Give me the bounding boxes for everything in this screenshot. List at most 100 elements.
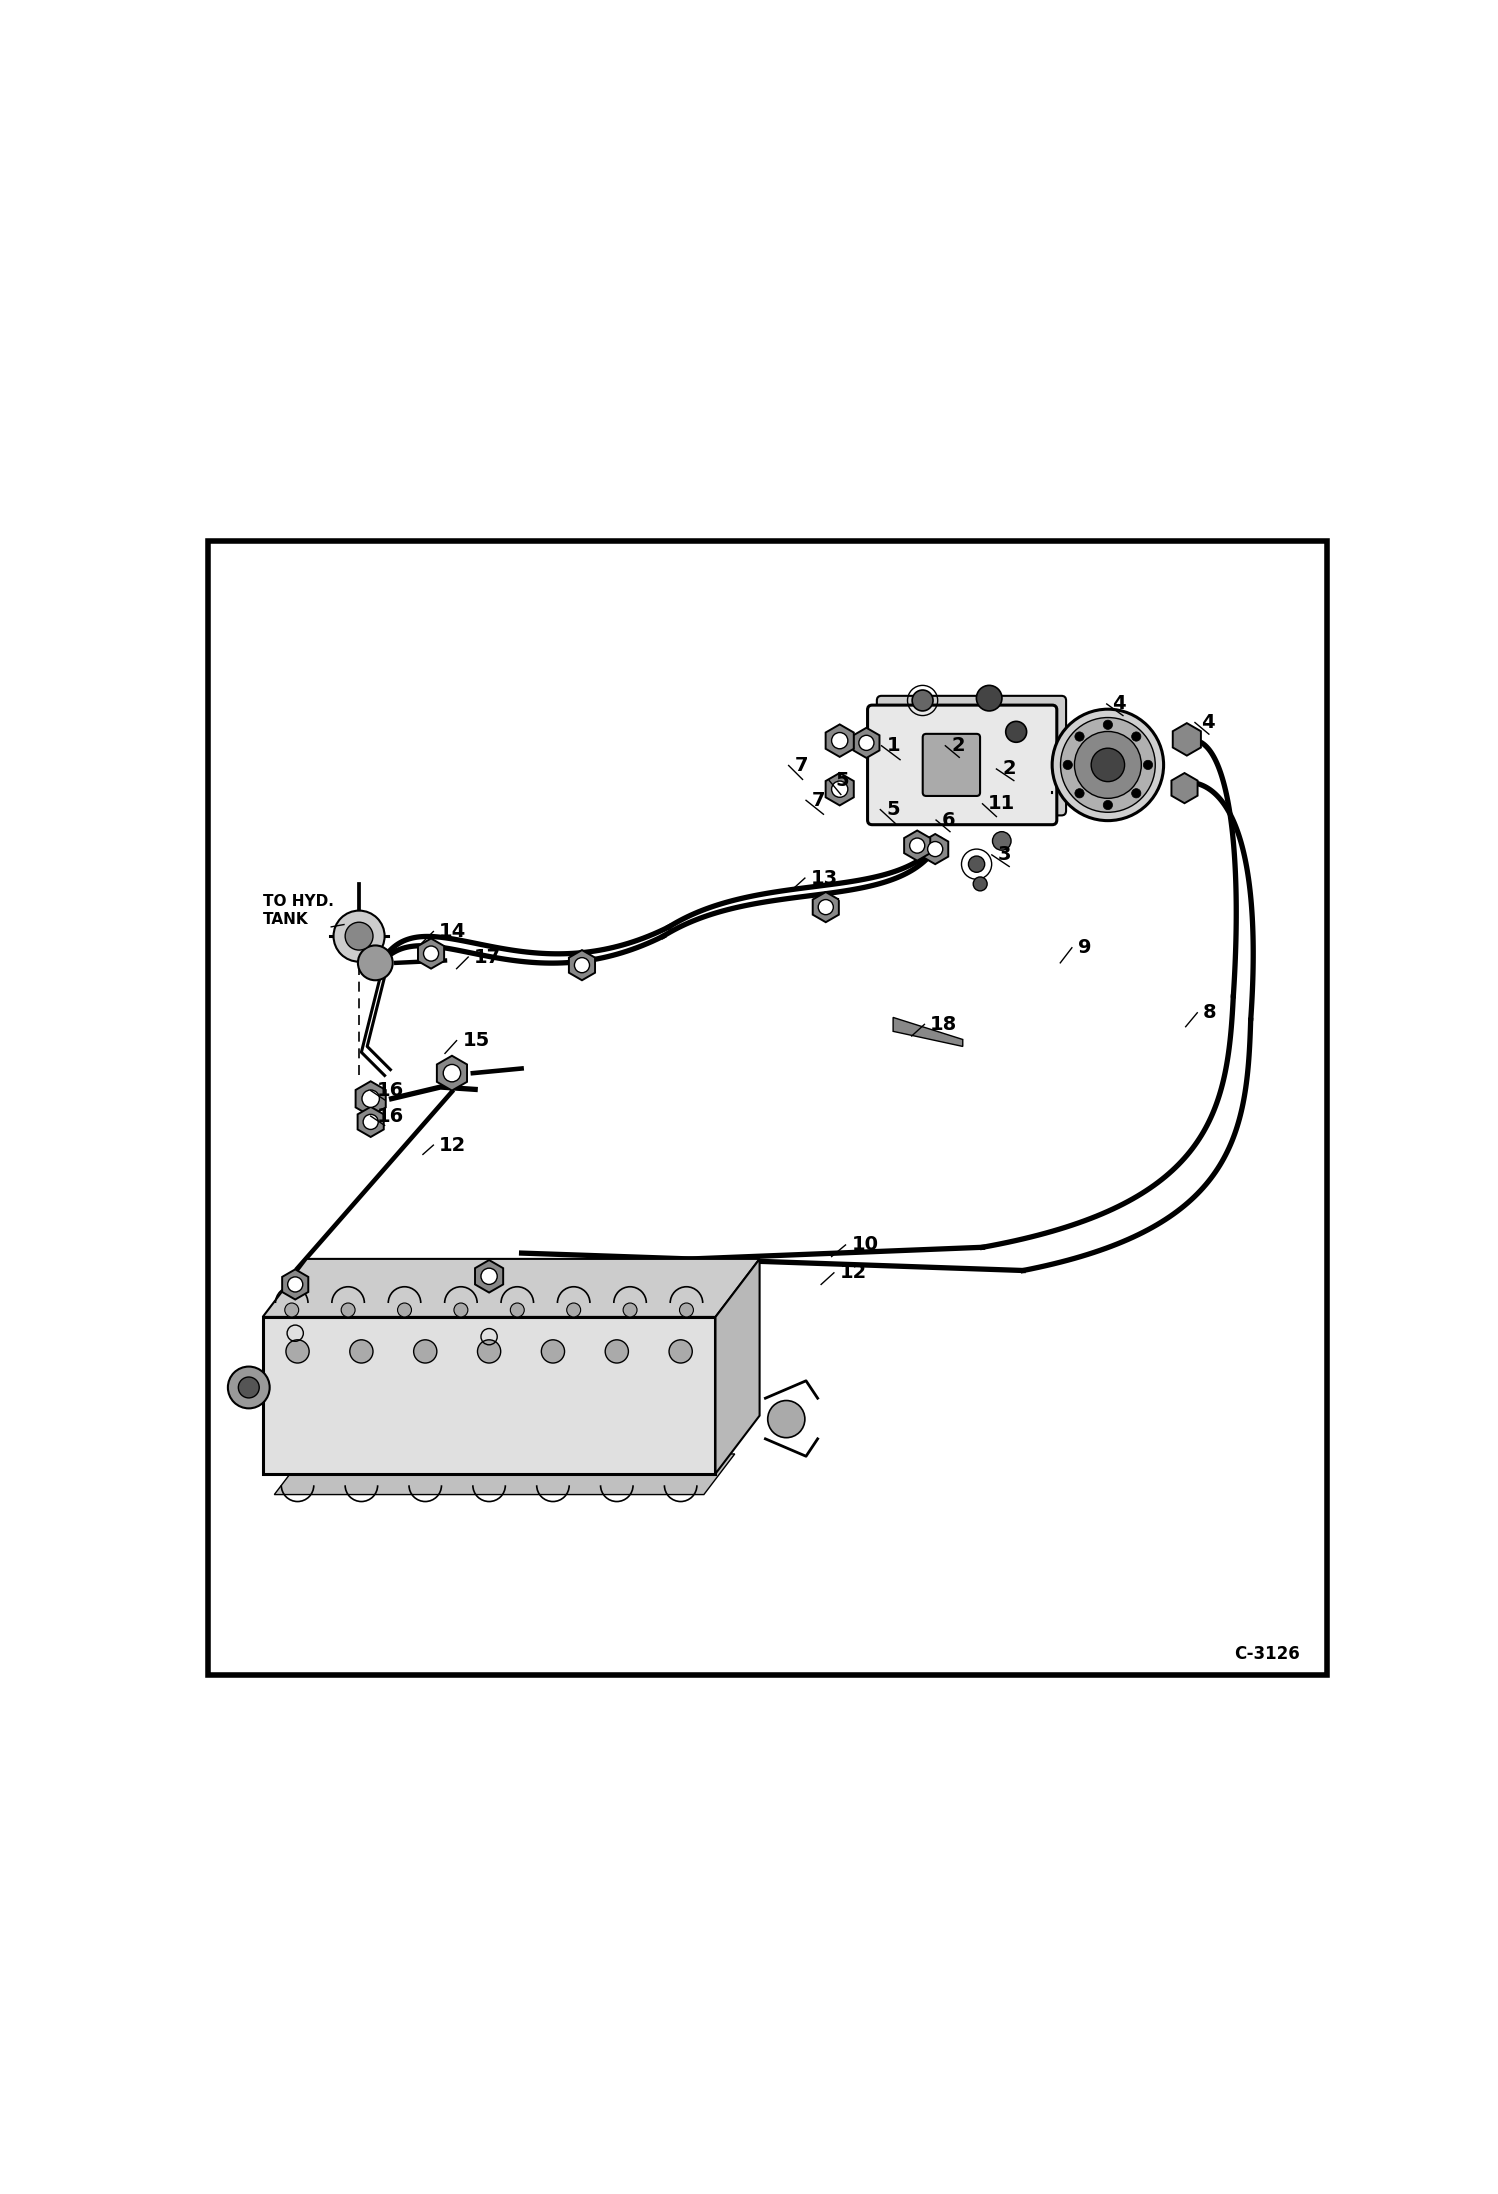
Polygon shape xyxy=(923,834,948,864)
Text: TO HYD.
TANK: TO HYD. TANK xyxy=(262,895,334,926)
Circle shape xyxy=(1091,748,1125,781)
Text: 8: 8 xyxy=(1203,1003,1216,1022)
Circle shape xyxy=(974,878,987,891)
FancyBboxPatch shape xyxy=(923,733,980,796)
Polygon shape xyxy=(569,950,595,981)
Circle shape xyxy=(968,856,984,873)
Text: 4: 4 xyxy=(1201,713,1215,733)
Circle shape xyxy=(831,781,848,796)
Text: 5: 5 xyxy=(834,770,849,790)
Circle shape xyxy=(1061,717,1155,812)
Text: 2: 2 xyxy=(1002,759,1016,779)
Polygon shape xyxy=(418,939,443,970)
Text: 7: 7 xyxy=(812,790,825,810)
Circle shape xyxy=(831,733,848,748)
Circle shape xyxy=(818,900,833,915)
Circle shape xyxy=(909,838,924,853)
Text: 15: 15 xyxy=(463,1031,490,1051)
Circle shape xyxy=(1103,801,1113,810)
Polygon shape xyxy=(358,1106,383,1136)
Circle shape xyxy=(1131,733,1141,742)
Circle shape xyxy=(286,1341,309,1362)
Circle shape xyxy=(413,1341,437,1362)
Circle shape xyxy=(1064,761,1073,770)
Circle shape xyxy=(478,1341,500,1362)
Circle shape xyxy=(541,1341,565,1362)
Circle shape xyxy=(1143,761,1152,770)
Polygon shape xyxy=(825,772,854,805)
Polygon shape xyxy=(274,1455,734,1494)
Circle shape xyxy=(1076,733,1085,742)
Circle shape xyxy=(605,1341,629,1362)
Polygon shape xyxy=(282,1270,309,1299)
Text: 14: 14 xyxy=(439,921,466,941)
Circle shape xyxy=(574,957,590,972)
Text: 11: 11 xyxy=(989,794,1016,814)
Text: 4: 4 xyxy=(1113,695,1126,713)
Text: 1: 1 xyxy=(887,737,900,755)
Polygon shape xyxy=(355,1082,386,1117)
Text: 6: 6 xyxy=(942,810,956,829)
Text: 17: 17 xyxy=(473,948,502,968)
Circle shape xyxy=(424,946,439,961)
Circle shape xyxy=(334,911,385,961)
Circle shape xyxy=(481,1268,497,1283)
Polygon shape xyxy=(905,832,930,860)
Polygon shape xyxy=(854,728,879,757)
Text: 5: 5 xyxy=(887,801,900,818)
FancyBboxPatch shape xyxy=(867,704,1056,825)
Polygon shape xyxy=(1173,724,1201,755)
Circle shape xyxy=(977,685,1002,711)
Text: 18: 18 xyxy=(930,1016,957,1033)
Text: 9: 9 xyxy=(1077,939,1091,957)
Circle shape xyxy=(858,735,873,750)
Circle shape xyxy=(228,1367,270,1409)
Circle shape xyxy=(1103,720,1113,728)
Circle shape xyxy=(443,1064,461,1082)
Circle shape xyxy=(1005,722,1026,742)
Circle shape xyxy=(397,1303,412,1316)
Polygon shape xyxy=(893,1018,963,1047)
Polygon shape xyxy=(437,1055,467,1090)
Circle shape xyxy=(1131,788,1141,799)
Circle shape xyxy=(670,1341,692,1362)
Circle shape xyxy=(288,1277,303,1292)
Circle shape xyxy=(767,1400,804,1437)
Text: 3: 3 xyxy=(998,845,1011,864)
Circle shape xyxy=(363,1090,379,1108)
Text: 12: 12 xyxy=(439,1136,466,1154)
Circle shape xyxy=(566,1303,581,1316)
Text: 7: 7 xyxy=(794,757,807,774)
Text: 2: 2 xyxy=(951,737,965,755)
Polygon shape xyxy=(475,1259,503,1292)
FancyBboxPatch shape xyxy=(876,695,1067,816)
Text: 10: 10 xyxy=(851,1235,878,1255)
Circle shape xyxy=(993,832,1011,851)
Polygon shape xyxy=(262,1259,759,1316)
Circle shape xyxy=(1052,709,1164,821)
Polygon shape xyxy=(716,1259,759,1474)
Circle shape xyxy=(454,1303,467,1316)
Circle shape xyxy=(238,1378,259,1398)
Circle shape xyxy=(680,1303,694,1316)
Circle shape xyxy=(363,1115,377,1130)
Circle shape xyxy=(623,1303,637,1316)
Text: 16: 16 xyxy=(376,1082,404,1099)
Circle shape xyxy=(345,921,373,950)
Text: C-3126: C-3126 xyxy=(1234,1646,1299,1663)
Circle shape xyxy=(927,842,942,856)
Text: 12: 12 xyxy=(840,1264,867,1281)
Polygon shape xyxy=(1171,772,1197,803)
Polygon shape xyxy=(813,893,839,921)
Circle shape xyxy=(349,1341,373,1362)
Circle shape xyxy=(1076,788,1085,799)
Circle shape xyxy=(285,1303,298,1316)
Circle shape xyxy=(342,1303,355,1316)
Circle shape xyxy=(358,946,392,981)
Circle shape xyxy=(511,1303,524,1316)
Polygon shape xyxy=(262,1316,716,1474)
Polygon shape xyxy=(825,724,854,757)
Circle shape xyxy=(912,691,933,711)
Text: 16: 16 xyxy=(376,1106,404,1126)
Text: 13: 13 xyxy=(810,869,837,889)
